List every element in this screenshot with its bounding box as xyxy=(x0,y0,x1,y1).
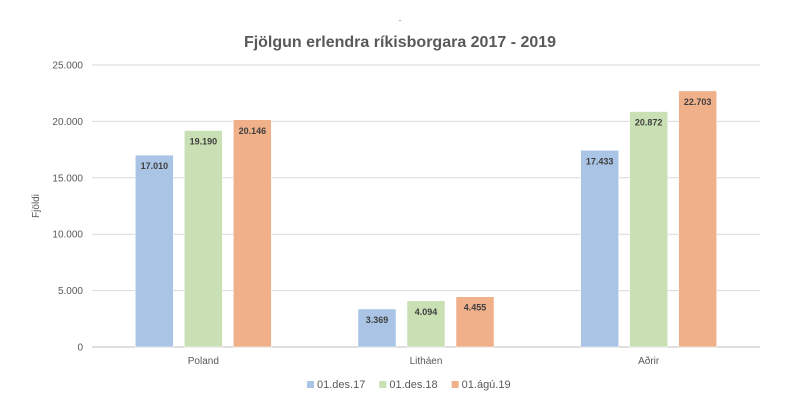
data-label: 20.872 xyxy=(635,118,663,128)
bar xyxy=(629,111,668,348)
legend-swatch xyxy=(379,381,387,388)
bar xyxy=(406,300,446,348)
data-label: 4.455 xyxy=(464,303,487,313)
y-tick-label: 25.000 xyxy=(52,61,83,72)
legend-label: 01.ágú.19 xyxy=(462,379,511,391)
y-axis-label: Fjöldi xyxy=(31,194,42,218)
y-tick-label: 15.000 xyxy=(52,173,83,184)
y-tick-label: 5.000 xyxy=(58,286,83,297)
data-label: 4.094 xyxy=(415,307,438,317)
data-label: 20.146 xyxy=(239,126,267,136)
x-tick-label: Poland xyxy=(188,356,219,367)
bar xyxy=(357,308,397,348)
bar xyxy=(233,119,272,348)
y-tick-label: 0 xyxy=(77,343,83,354)
data-label: 17.010 xyxy=(141,161,169,171)
legend-label: 01.des.18 xyxy=(389,379,437,391)
data-label: 3.369 xyxy=(366,315,389,325)
chart-title: Fjölgun erlendra ríkisborgara 2017 - 201… xyxy=(244,34,556,51)
legend-swatch xyxy=(451,381,459,388)
legend-label: 01.des.17 xyxy=(317,379,365,391)
data-label: 19.190 xyxy=(190,137,218,147)
data-label: 22.703 xyxy=(684,97,712,107)
bar xyxy=(580,150,619,348)
y-tick-label: 10.000 xyxy=(52,230,83,241)
y-tick-label: 20.000 xyxy=(52,117,83,128)
x-tick-label: Litháen xyxy=(410,356,443,367)
legend-swatch xyxy=(307,381,314,388)
bar xyxy=(678,90,717,348)
data-label: 17.433 xyxy=(586,156,614,166)
x-tick-label: Aðrir xyxy=(638,355,660,367)
bar xyxy=(184,130,223,348)
chart-subtitle-mark: - xyxy=(399,15,402,25)
bar xyxy=(135,154,174,348)
bar xyxy=(455,296,495,348)
